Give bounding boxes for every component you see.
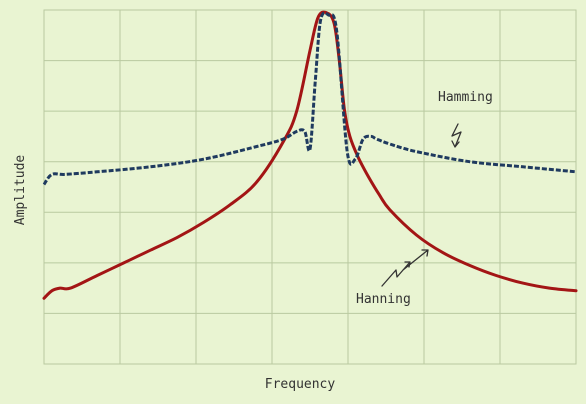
series-layer (42, 10, 578, 300)
annotation-arrow-hanning (381, 249, 429, 287)
plot-area (43, 9, 577, 365)
grid (43, 9, 577, 365)
annotation-arrow-hamming (451, 123, 462, 148)
series-line-hanning (42, 10, 578, 300)
y-axis-label: Amplitude (13, 155, 28, 226)
annotation-hamming: Hamming (438, 90, 493, 105)
annotation-hanning: Hanning (356, 292, 411, 307)
annotations: Hamming Hanning (356, 90, 493, 307)
x-axis-label: Frequency (265, 377, 336, 392)
